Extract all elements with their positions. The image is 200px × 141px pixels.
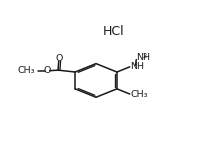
Text: CH₃: CH₃: [130, 90, 148, 99]
Text: NH: NH: [135, 53, 149, 62]
Text: NH: NH: [130, 62, 144, 71]
Text: 2: 2: [141, 53, 146, 59]
Text: O: O: [44, 66, 51, 75]
Text: HCl: HCl: [102, 25, 123, 38]
Text: O: O: [55, 54, 63, 63]
Text: CH₃: CH₃: [17, 66, 35, 75]
